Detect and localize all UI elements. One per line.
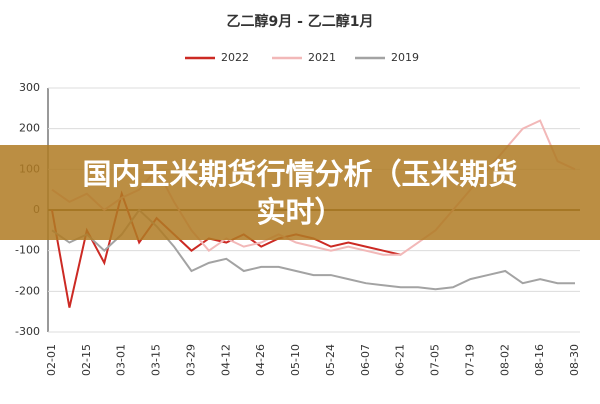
x-tick-label: 03-29 <box>184 344 197 376</box>
x-tick-label: 08-30 <box>568 344 581 376</box>
x-tick-label: 07-19 <box>463 344 476 376</box>
x-tick-label: 04-26 <box>254 344 267 376</box>
x-tick-label: 06-21 <box>394 344 407 376</box>
x-tick-label: 03-01 <box>115 344 128 376</box>
x-tick-label: 06-07 <box>359 344 372 376</box>
x-tick-label: 04-12 <box>219 344 232 376</box>
x-tick-label: 03-15 <box>150 344 163 376</box>
y-tick-label: -200 <box>15 284 40 297</box>
y-tick-label: -300 <box>15 325 40 338</box>
x-tick-label: 05-24 <box>324 344 337 376</box>
legend-label: 2021 <box>308 51 336 64</box>
chart-title: 乙二醇9月 - 乙二醇1月 <box>226 13 373 30</box>
x-tick-label: 02-01 <box>45 344 58 376</box>
banner-text: 国内玉米期货行情分析（玉米期货实时） <box>82 156 518 229</box>
x-tick-label: 08-02 <box>498 344 511 376</box>
legend-label: 2019 <box>391 51 419 64</box>
x-tick-label: 02-15 <box>80 344 93 376</box>
x-tick-label: 05-10 <box>289 344 302 376</box>
banner: 国内玉米期货行情分析（玉米期货实时） <box>0 145 600 240</box>
x-tick-label: 08-16 <box>533 344 546 376</box>
legend-label: 2022 <box>221 51 249 64</box>
y-tick-label: -100 <box>15 244 40 257</box>
y-tick-label: 300 <box>19 81 40 94</box>
y-tick-label: 200 <box>19 122 40 135</box>
x-tick-label: 07-05 <box>429 344 442 376</box>
